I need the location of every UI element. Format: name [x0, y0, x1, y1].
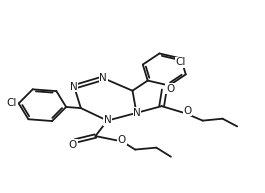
Text: O: O: [166, 84, 174, 94]
Text: O: O: [69, 140, 77, 150]
Text: Cl: Cl: [176, 57, 186, 67]
Text: O: O: [118, 135, 126, 145]
Text: N: N: [99, 73, 107, 83]
Text: N: N: [70, 82, 78, 92]
Text: O: O: [183, 106, 192, 116]
Text: N: N: [133, 108, 141, 118]
Text: N: N: [104, 115, 112, 125]
Text: Cl: Cl: [7, 98, 17, 108]
